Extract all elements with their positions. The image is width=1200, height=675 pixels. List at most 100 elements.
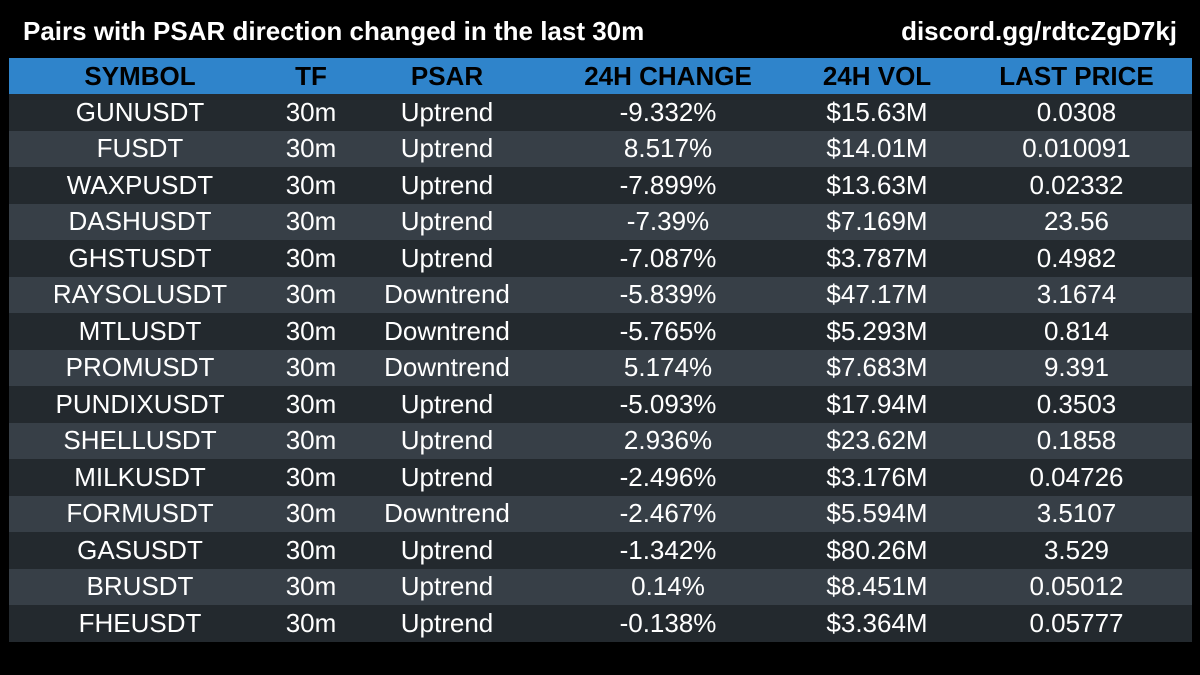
cell-last-price: 0.010091: [961, 130, 1192, 167]
cell-tf: 30m: [271, 422, 351, 459]
cell-24h-vol: $3.787M: [793, 240, 961, 277]
table-row: MILKUSDT 30m Uptrend -2.496% $3.176M 0.0…: [9, 459, 1192, 496]
table-row: FORMUSDT 30m Downtrend -2.467% $5.594M 3…: [9, 495, 1192, 532]
cell-24h-change: 5.174%: [543, 349, 793, 386]
cell-tf: 30m: [271, 532, 351, 569]
cell-last-price: 3.529: [961, 532, 1192, 569]
cell-24h-change: -7.39%: [543, 203, 793, 240]
cell-last-price: 0.05012: [961, 568, 1192, 605]
cell-psar: Uptrend: [351, 605, 543, 642]
cell-24h-vol: $7.683M: [793, 349, 961, 386]
cell-tf: 30m: [271, 167, 351, 204]
cell-last-price: 0.0308: [961, 94, 1192, 131]
table-row: GASUSDT 30m Uptrend -1.342% $80.26M 3.52…: [9, 532, 1192, 569]
cell-symbol: GASUSDT: [9, 532, 271, 569]
column-header-tf: TF: [271, 58, 351, 94]
cell-symbol: PUNDIXUSDT: [9, 386, 271, 423]
table-row: PROMUSDT 30m Downtrend 5.174% $7.683M 9.…: [9, 349, 1192, 386]
cell-24h-change: 8.517%: [543, 130, 793, 167]
cell-psar: Uptrend: [351, 568, 543, 605]
column-header-symbol: SYMBOL: [9, 58, 271, 94]
cell-psar: Uptrend: [351, 203, 543, 240]
cell-24h-vol: $15.63M: [793, 94, 961, 131]
cell-24h-change: -7.087%: [543, 240, 793, 277]
cell-24h-vol: $3.364M: [793, 605, 961, 642]
cell-psar: Uptrend: [351, 386, 543, 423]
cell-24h-vol: $7.169M: [793, 203, 961, 240]
table-row: WAXPUSDT 30m Uptrend -7.899% $13.63M 0.0…: [9, 167, 1192, 204]
page-title: Pairs with PSAR direction changed in the…: [23, 16, 645, 46]
cell-24h-change: 0.14%: [543, 568, 793, 605]
cell-tf: 30m: [271, 130, 351, 167]
cell-24h-vol: $80.26M: [793, 532, 961, 569]
cell-last-price: 9.391: [961, 349, 1192, 386]
cell-psar: Uptrend: [351, 422, 543, 459]
table-row: MTLUSDT 30m Downtrend -5.765% $5.293M 0.…: [9, 313, 1192, 350]
column-header-24h-change: 24H CHANGE: [543, 58, 793, 94]
cell-symbol: MILKUSDT: [9, 459, 271, 496]
cell-tf: 30m: [271, 568, 351, 605]
cell-tf: 30m: [271, 386, 351, 423]
column-header-24h-vol: 24H VOL: [793, 58, 961, 94]
cell-tf: 30m: [271, 240, 351, 277]
cell-24h-vol: $14.01M: [793, 130, 961, 167]
cell-last-price: 0.1858: [961, 422, 1192, 459]
table-row: PUNDIXUSDT 30m Uptrend -5.093% $17.94M 0…: [9, 386, 1192, 423]
cell-24h-change: -9.332%: [543, 94, 793, 131]
cell-psar: Uptrend: [351, 167, 543, 204]
table-header-row: SYMBOL TF PSAR 24H CHANGE 24H VOL LAST P…: [9, 58, 1192, 94]
cell-24h-change: -5.839%: [543, 276, 793, 313]
cell-symbol: DASHUSDT: [9, 203, 271, 240]
cell-24h-vol: $5.293M: [793, 313, 961, 350]
cell-tf: 30m: [271, 94, 351, 131]
cell-24h-vol: $5.594M: [793, 495, 961, 532]
cell-last-price: 0.814: [961, 313, 1192, 350]
cell-psar: Uptrend: [351, 240, 543, 277]
cell-symbol: FORMUSDT: [9, 495, 271, 532]
cell-symbol: RAYSOLUSDT: [9, 276, 271, 313]
table-row: DASHUSDT 30m Uptrend -7.39% $7.169M 23.5…: [9, 203, 1192, 240]
cell-tf: 30m: [271, 495, 351, 532]
cell-tf: 30m: [271, 349, 351, 386]
page-header: Pairs with PSAR direction changed in the…: [0, 0, 1200, 58]
table-row: RAYSOLUSDT 30m Downtrend -5.839% $47.17M…: [9, 276, 1192, 313]
cell-symbol: PROMUSDT: [9, 349, 271, 386]
column-header-psar: PSAR: [351, 58, 543, 94]
cell-symbol: GUNUSDT: [9, 94, 271, 131]
cell-last-price: 23.56: [961, 203, 1192, 240]
cell-last-price: 0.3503: [961, 386, 1192, 423]
column-header-last-price: LAST PRICE: [961, 58, 1192, 94]
cell-symbol: FUSDT: [9, 130, 271, 167]
table-row: FHEUSDT 30m Uptrend -0.138% $3.364M 0.05…: [9, 605, 1192, 642]
pairs-table: SYMBOL TF PSAR 24H CHANGE 24H VOL LAST P…: [9, 58, 1192, 642]
cell-psar: Downtrend: [351, 495, 543, 532]
cell-last-price: 3.1674: [961, 276, 1192, 313]
discord-link[interactable]: discord.gg/rdtcZgD7kj: [901, 16, 1177, 46]
table-row: SHELLUSDT 30m Uptrend 2.936% $23.62M 0.1…: [9, 422, 1192, 459]
cell-24h-change: -0.138%: [543, 605, 793, 642]
cell-symbol: FHEUSDT: [9, 605, 271, 642]
cell-last-price: 0.02332: [961, 167, 1192, 204]
cell-tf: 30m: [271, 313, 351, 350]
cell-symbol: SHELLUSDT: [9, 422, 271, 459]
table-row: GUNUSDT 30m Uptrend -9.332% $15.63M 0.03…: [9, 94, 1192, 131]
cell-24h-change: 2.936%: [543, 422, 793, 459]
cell-24h-change: -1.342%: [543, 532, 793, 569]
cell-symbol: MTLUSDT: [9, 313, 271, 350]
cell-24h-vol: $8.451M: [793, 568, 961, 605]
cell-psar: Downtrend: [351, 276, 543, 313]
cell-psar: Uptrend: [351, 459, 543, 496]
cell-psar: Uptrend: [351, 130, 543, 167]
cell-24h-vol: $13.63M: [793, 167, 961, 204]
cell-tf: 30m: [271, 276, 351, 313]
cell-psar: Uptrend: [351, 94, 543, 131]
cell-psar: Downtrend: [351, 313, 543, 350]
cell-24h-change: -2.496%: [543, 459, 793, 496]
cell-24h-vol: $3.176M: [793, 459, 961, 496]
cell-last-price: 0.4982: [961, 240, 1192, 277]
table-row: BRUSDT 30m Uptrend 0.14% $8.451M 0.05012: [9, 568, 1192, 605]
table-row: FUSDT 30m Uptrend 8.517% $14.01M 0.01009…: [9, 130, 1192, 167]
cell-24h-vol: $17.94M: [793, 386, 961, 423]
cell-24h-vol: $47.17M: [793, 276, 961, 313]
cell-24h-change: -7.899%: [543, 167, 793, 204]
